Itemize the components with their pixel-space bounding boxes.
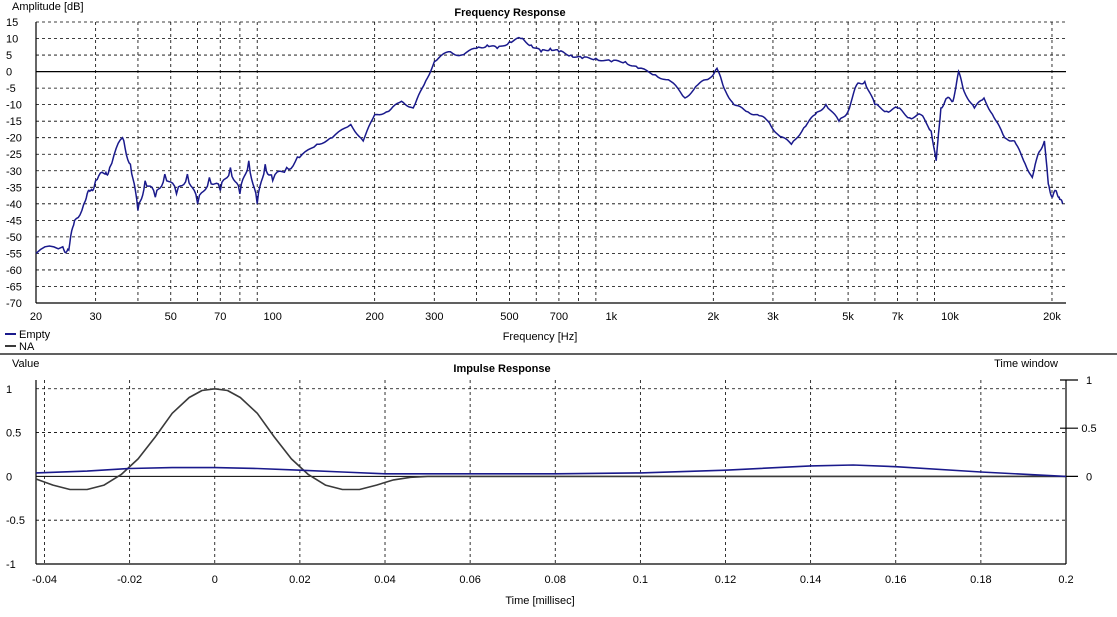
fr-x-tick-label: 2k — [708, 311, 720, 323]
ir-x-tick-label: 0.08 — [545, 574, 566, 586]
fr-x-tick-label: 20k — [1043, 311, 1061, 323]
fr-x-tick-label: 10k — [941, 311, 959, 323]
fr-x-tick-label: 5k — [842, 311, 854, 323]
ir-x-tick-label: 0.2 — [1058, 574, 1073, 586]
ir-x-tick-label: -0.04 — [32, 574, 57, 586]
ir-series-window — [35, 388, 1066, 491]
fr-x-tick-label: 3k — [767, 311, 779, 323]
fr-y-tick-label: -35 — [6, 182, 22, 194]
impulse-response-plot[interactable]: -0.04 -0.02 0 0.02 0.04 0.06 0.08 0.1 0.12 0.14 0.… — [6, 375, 1097, 586]
fr-ylabel: Amplitude [dB] — [12, 1, 84, 13]
frequency-response-plot[interactable]: 151050-5-10-15-20-25-30-35-40-45-50-55-6… — [6, 17, 1066, 323]
ir-y2-tick-label: 0 — [1086, 471, 1092, 483]
fr-x-tick-label: 300 — [425, 311, 443, 323]
fr-y-tick-label: -45 — [6, 215, 22, 227]
ir-x-tick-label: 0.14 — [800, 574, 821, 586]
ir-x-tick-label: 0.04 — [374, 574, 395, 586]
ir-x-tick-label: 0.18 — [970, 574, 991, 586]
fr-y-tick-label: -10 — [6, 100, 22, 112]
fr-x-tick-label: 100 — [264, 311, 282, 323]
fr-y-tick-label: 15 — [6, 17, 18, 29]
fr-x-tick-label: 200 — [365, 311, 383, 323]
fr-y-tick-label: -65 — [6, 281, 22, 293]
fr-y-tick-label: -5 — [6, 83, 16, 95]
ir-y2-tick-label: 1 — [1086, 375, 1092, 387]
fr-x-tick-label: 30 — [90, 311, 102, 323]
ir-title: Impulse Response — [453, 363, 550, 375]
fr-y-tick-label: -55 — [6, 248, 22, 260]
fr-xlabel: Frequency [Hz] — [503, 331, 578, 343]
fr-series-empty — [35, 36, 1064, 254]
fr-title: Frequency Response — [454, 7, 565, 19]
fr-y-tick-label: -30 — [6, 166, 22, 178]
fr-x-tick-label: 70 — [214, 311, 226, 323]
ir-x-tick-label: 0.12 — [715, 574, 736, 586]
fr-y-tick-label: -70 — [6, 298, 22, 310]
ir-y-tick-label: 1 — [6, 384, 12, 396]
ir-x-tick-label: 0.06 — [459, 574, 480, 586]
fr-x-tick-label: 500 — [500, 311, 518, 323]
fr-x-tick-label: 50 — [165, 311, 177, 323]
ir-xlabel: Time [millisec] — [505, 595, 574, 607]
fr-x-tick-label: 700 — [550, 311, 568, 323]
ir-x-tick-label: 0.02 — [289, 574, 310, 586]
fr-x-tick-label: 20 — [30, 311, 42, 323]
legend-label-empty[interactable]: Empty — [19, 329, 51, 341]
fr-y-tick-label: -40 — [6, 199, 22, 211]
ir-y-tick-label: -0.5 — [6, 515, 25, 527]
ir-y-tick-label: 0 — [6, 471, 12, 483]
fr-y-tick-label: 0 — [6, 67, 12, 79]
ir-y-tick-label: -1 — [6, 559, 16, 571]
ir-y-tick-label: 0.5 — [6, 428, 21, 440]
ir-x-tick-label: 0.16 — [885, 574, 906, 586]
ir-y2-tick-label: 0.5 — [1081, 423, 1096, 435]
fr-y-tick-label: -25 — [6, 149, 22, 161]
ir-y2label: Time window — [994, 358, 1058, 370]
fr-y-tick-label: 10 — [6, 34, 18, 46]
fr-y-tick-label: -60 — [6, 265, 22, 277]
fr-y-tick-label: -15 — [6, 116, 22, 128]
fr-x-tick-label: 1k — [606, 311, 618, 323]
ir-x-tick-label: -0.02 — [117, 574, 142, 586]
ir-x-tick-label: 0.1 — [633, 574, 648, 586]
fr-y-tick-label: -50 — [6, 232, 22, 244]
fr-y-tick-label: 5 — [6, 50, 12, 62]
fr-y-tick-label: -20 — [6, 133, 22, 145]
ir-series-impulse — [35, 464, 1067, 478]
ir-x-tick-label: 0 — [212, 574, 218, 586]
ir-ylabel: Value — [12, 358, 39, 370]
fr-x-tick-label: 7k — [892, 311, 904, 323]
legend-label-na[interactable]: NA — [19, 341, 35, 353]
